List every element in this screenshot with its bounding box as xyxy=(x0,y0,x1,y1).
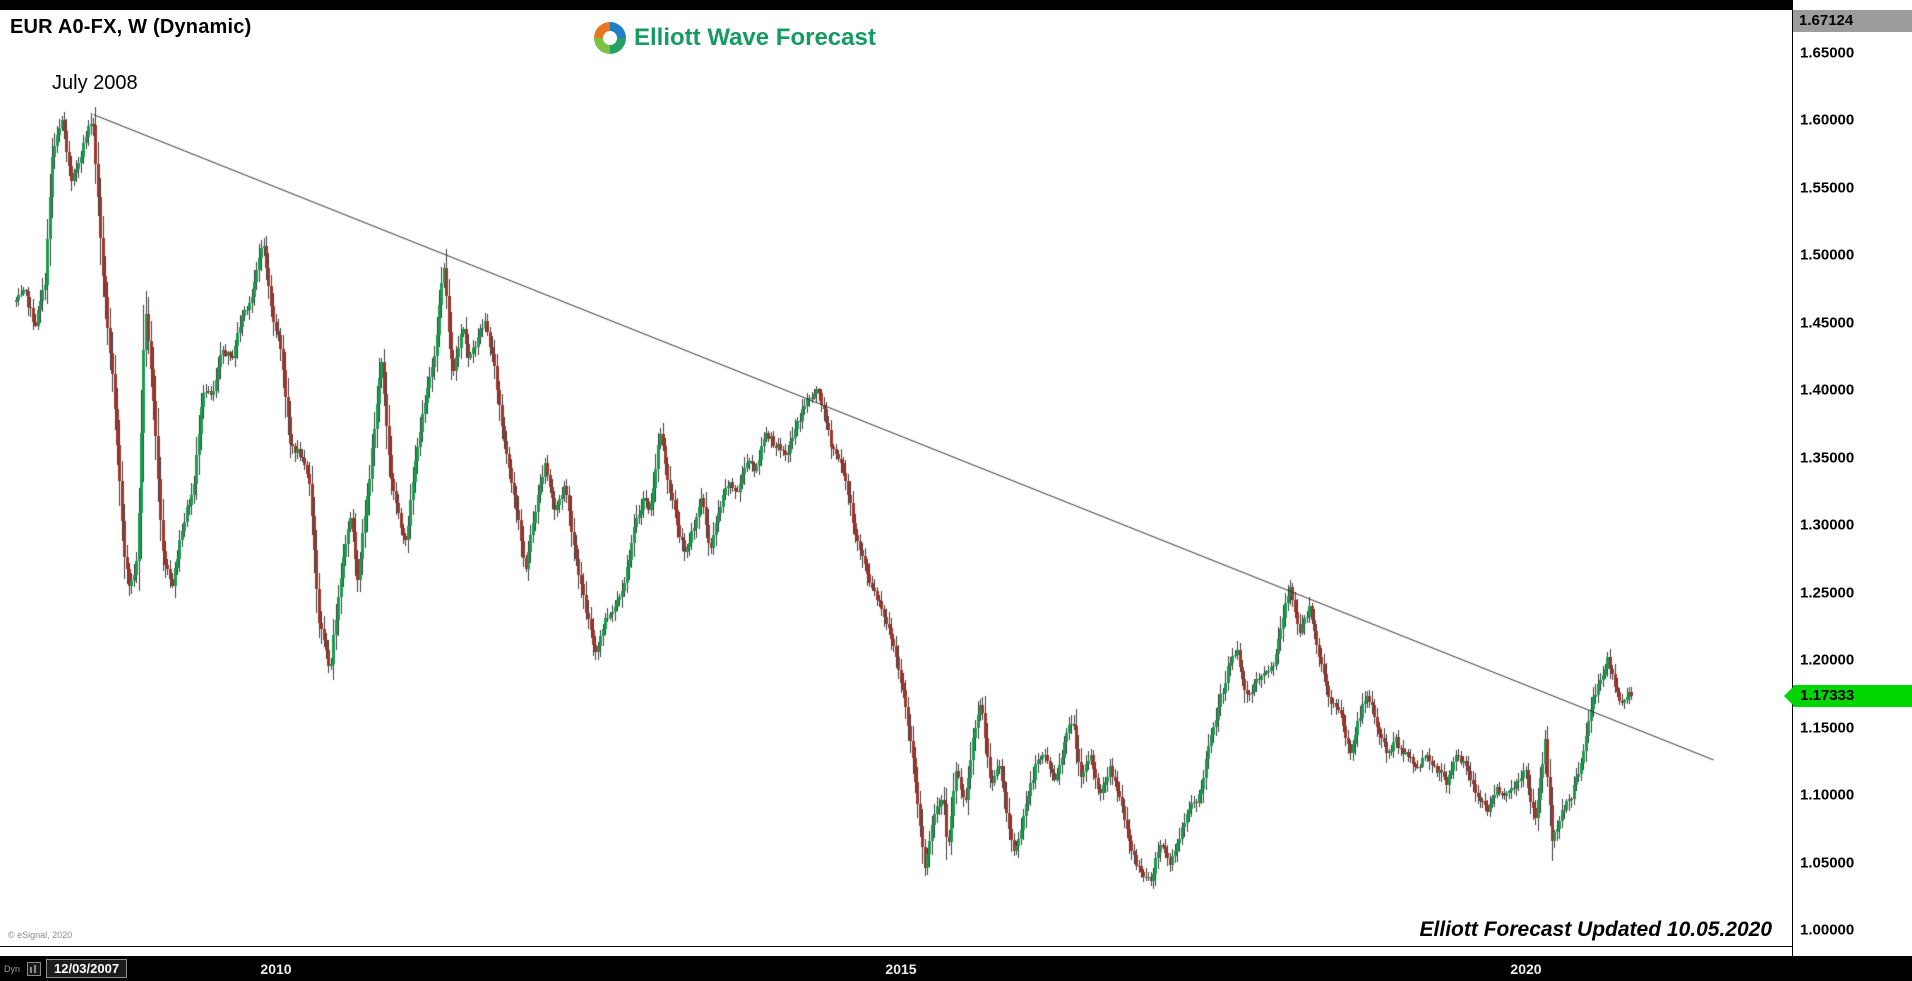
last-price-value: 1.17333 xyxy=(1800,687,1855,704)
candlestick-chart-canvas[interactable] xyxy=(0,0,1792,946)
time-tick-label: 2015 xyxy=(885,961,917,977)
forecast-updated-note: Elliott Forecast Updated 10.05.2020 xyxy=(1419,918,1772,941)
price-axis[interactable]: 1.67124 1.17333 1.65000 1.60000 1.55000 1.5… xyxy=(1784,0,1912,956)
chart-bottom-border xyxy=(0,946,1912,947)
price-tick-label: 1.45000 xyxy=(1800,314,1855,331)
time-axis[interactable]: Dyn 12/03/2007 2010 2015 2020 xyxy=(0,956,1912,981)
price-tick-label: 1.55000 xyxy=(1800,179,1855,196)
last-price-tag: 1.17333 xyxy=(1784,685,1912,707)
price-tick-label: 1.60000 xyxy=(1800,111,1855,129)
session-high-label: 1.67124 xyxy=(1793,10,1912,32)
price-tick-label: 1.40000 xyxy=(1800,381,1855,399)
price-tick-label: 1.00000 xyxy=(1800,921,1855,939)
price-tick-label: 1.35000 xyxy=(1800,449,1855,466)
price-tick-label: 1.15000 xyxy=(1800,719,1855,736)
annotation-july-2008: July 2008 xyxy=(52,72,138,94)
brand-logo: Elliott Wave Forecast xyxy=(594,22,876,54)
price-tick-label: 1.20000 xyxy=(1800,651,1855,669)
price-tick-label: 1.30000 xyxy=(1800,516,1855,534)
time-tick-label: 2020 xyxy=(1510,961,1542,977)
dyn-mode-label: Dyn xyxy=(4,964,21,974)
elliott-wave-logo-icon xyxy=(594,22,626,54)
price-tick-label: 1.50000 xyxy=(1800,246,1855,264)
price-tick-label: 1.10000 xyxy=(1800,786,1855,804)
chart-title: EUR A0-FX, W (Dynamic) xyxy=(10,16,252,38)
brand-logo-text: Elliott Wave Forecast xyxy=(634,24,876,51)
price-tick-label: 1.25000 xyxy=(1800,584,1855,601)
start-date-box[interactable]: 12/03/2007 xyxy=(46,959,128,978)
chart-mode-icon[interactable] xyxy=(27,962,41,976)
last-price-arrow-icon xyxy=(1784,687,1793,705)
top-border-strip xyxy=(0,0,1912,10)
price-tick-label: 1.05000 xyxy=(1800,854,1855,871)
price-tick-label: 1.65000 xyxy=(1800,44,1855,61)
time-tick-label: 2010 xyxy=(260,961,292,977)
esignal-copyright: © eSignal, 2020 xyxy=(8,930,73,940)
